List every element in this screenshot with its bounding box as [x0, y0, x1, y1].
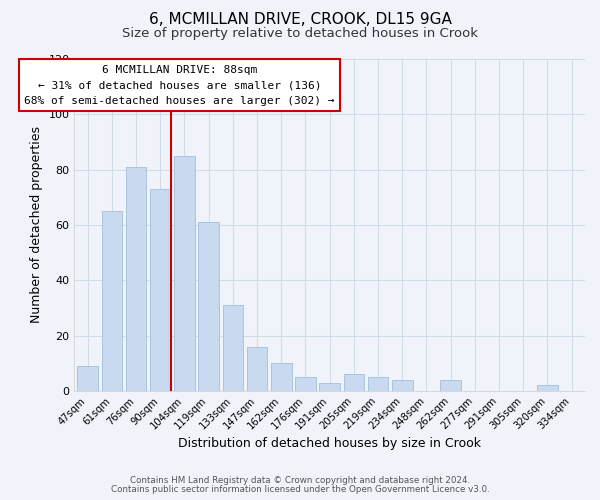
- Bar: [126, 167, 146, 391]
- Bar: [344, 374, 364, 391]
- Y-axis label: Number of detached properties: Number of detached properties: [30, 126, 43, 324]
- Text: Contains public sector information licensed under the Open Government Licence v3: Contains public sector information licen…: [110, 485, 490, 494]
- Bar: [295, 377, 316, 391]
- Bar: [247, 346, 268, 391]
- Bar: [101, 211, 122, 391]
- Bar: [440, 380, 461, 391]
- Bar: [174, 156, 195, 391]
- Bar: [223, 305, 243, 391]
- Bar: [199, 222, 219, 391]
- Bar: [77, 366, 98, 391]
- Bar: [537, 386, 558, 391]
- Bar: [392, 380, 413, 391]
- Text: Size of property relative to detached houses in Crook: Size of property relative to detached ho…: [122, 28, 478, 40]
- Text: 6, MCMILLAN DRIVE, CROOK, DL15 9GA: 6, MCMILLAN DRIVE, CROOK, DL15 9GA: [149, 12, 451, 28]
- Bar: [271, 364, 292, 391]
- Text: Contains HM Land Registry data © Crown copyright and database right 2024.: Contains HM Land Registry data © Crown c…: [130, 476, 470, 485]
- Bar: [368, 377, 388, 391]
- Bar: [150, 189, 170, 391]
- Bar: [319, 382, 340, 391]
- Text: 6 MCMILLAN DRIVE: 88sqm
← 31% of detached houses are smaller (136)
68% of semi-d: 6 MCMILLAN DRIVE: 88sqm ← 31% of detache…: [25, 64, 335, 106]
- X-axis label: Distribution of detached houses by size in Crook: Distribution of detached houses by size …: [178, 437, 481, 450]
